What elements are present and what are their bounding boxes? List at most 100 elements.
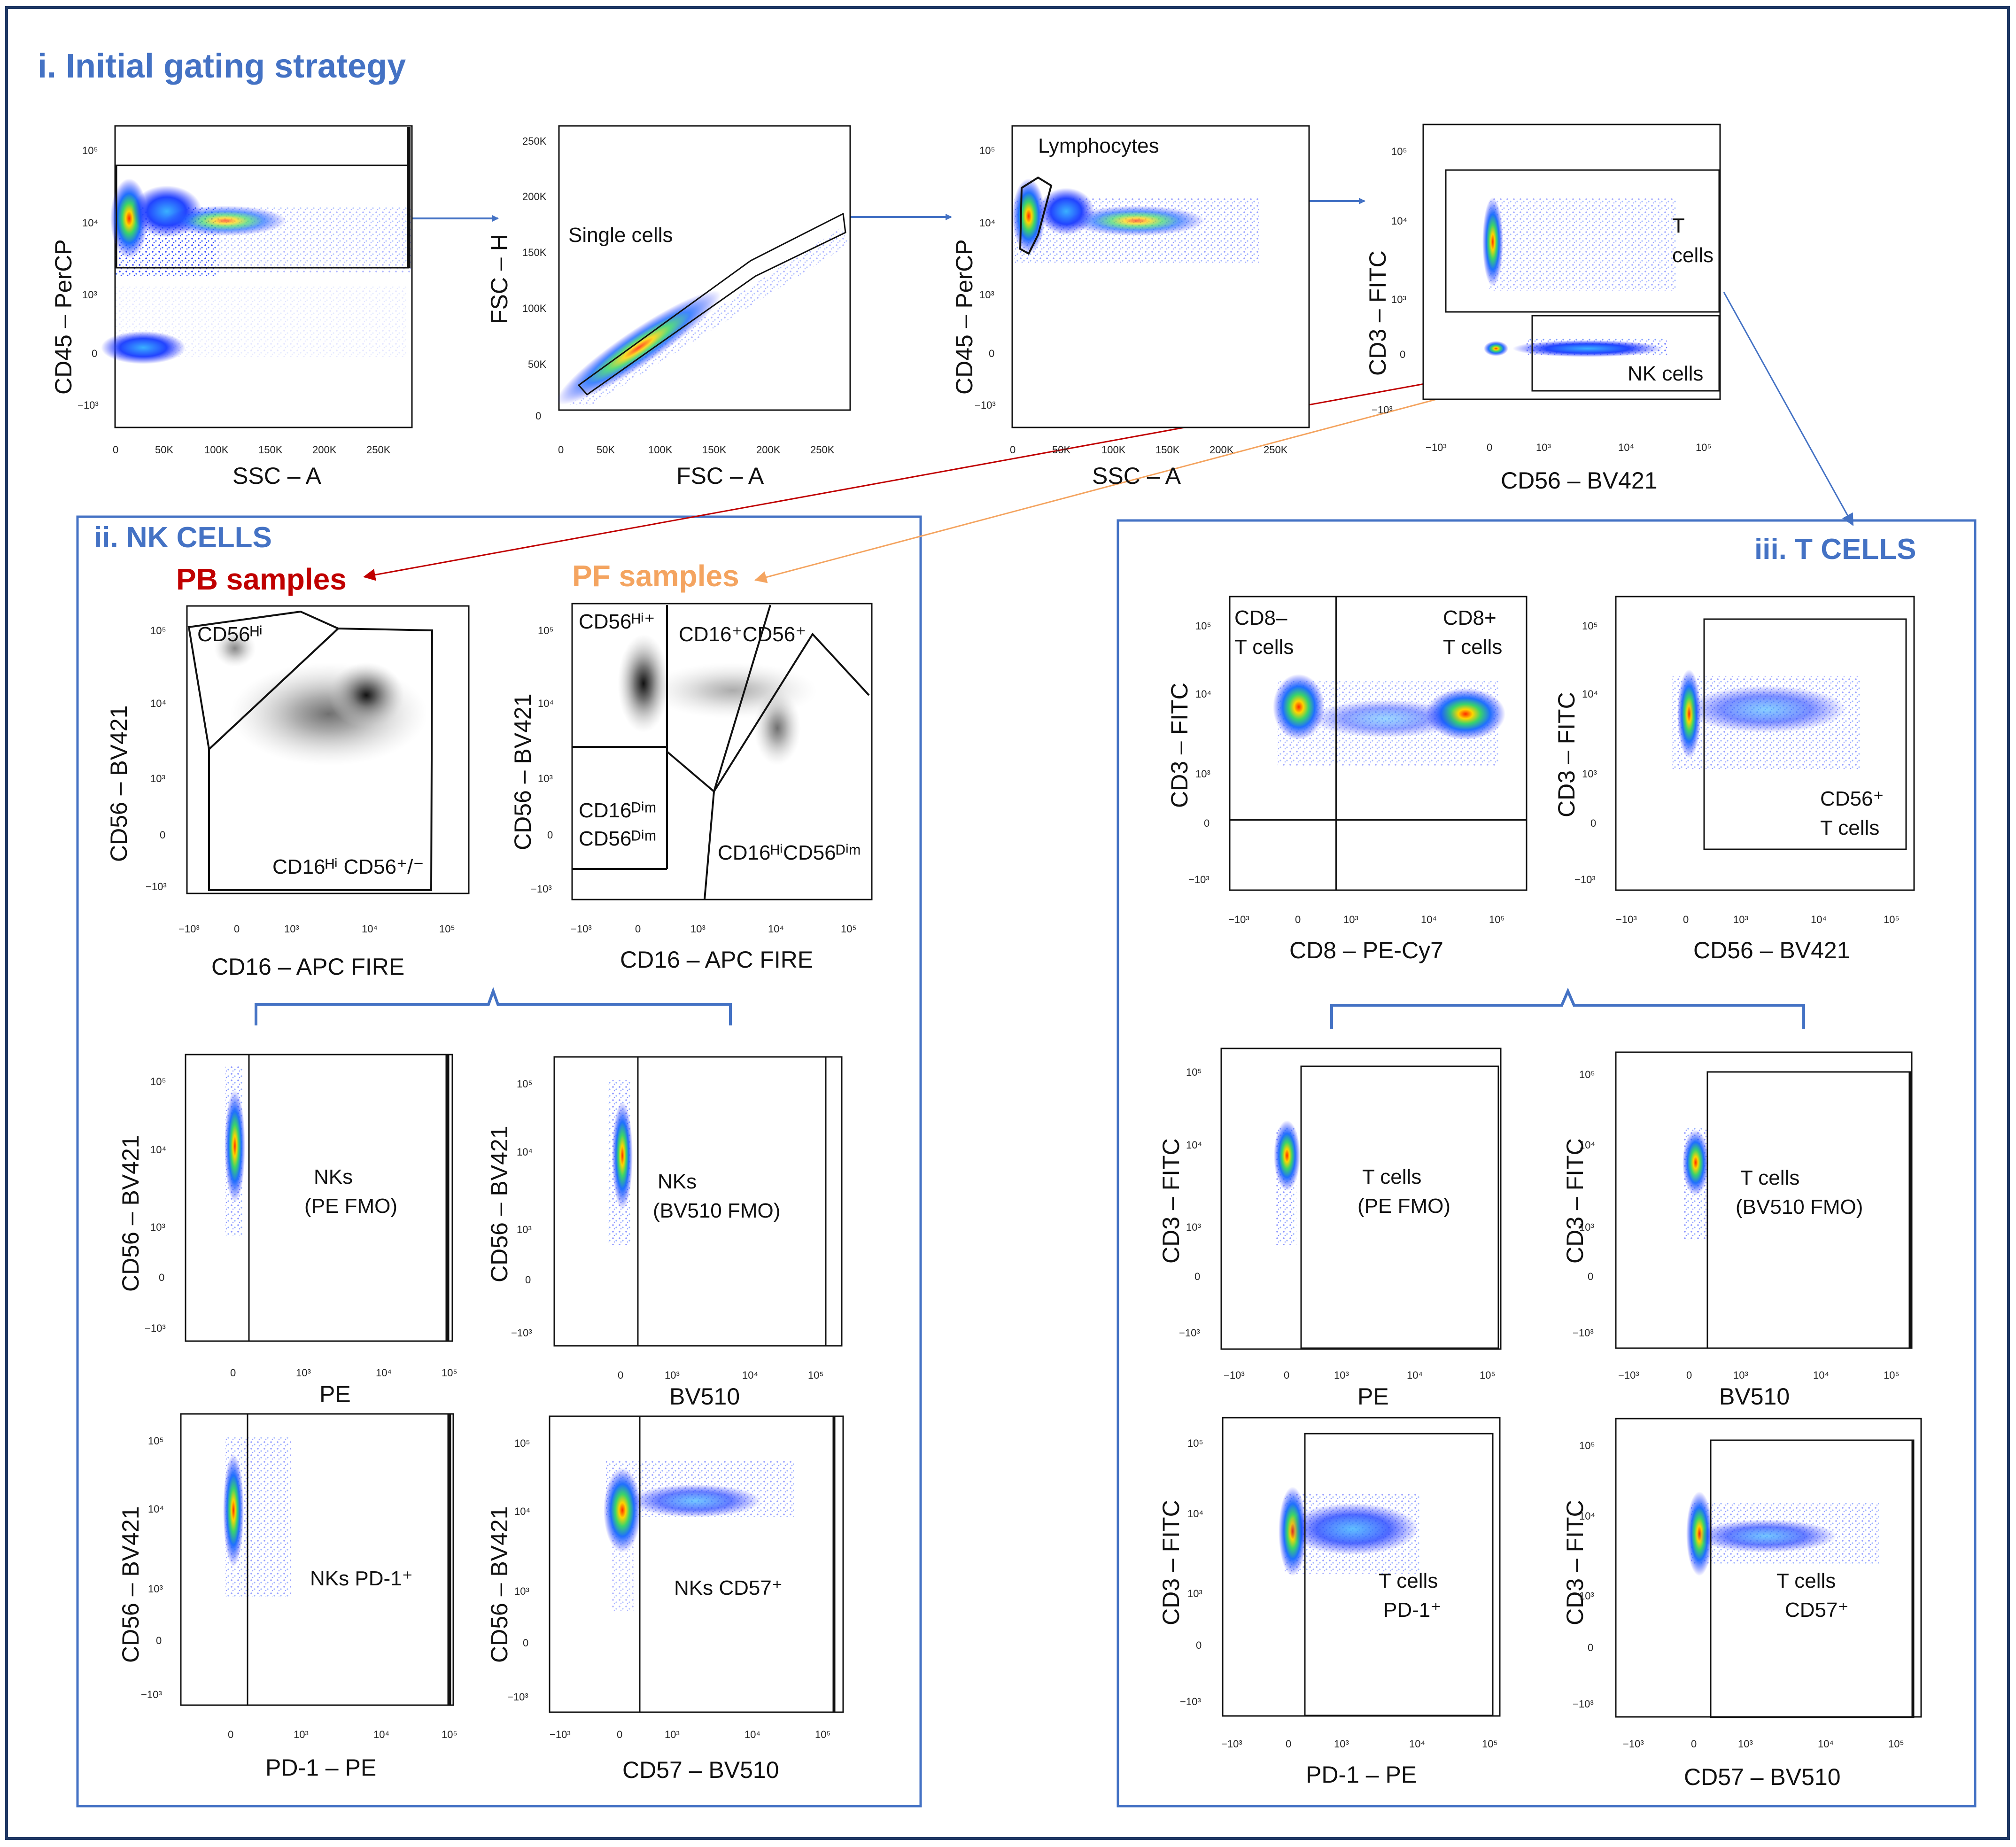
svg-text:100K: 100K [522,303,547,314]
svg-text:10⁴: 10⁴ [538,698,554,709]
nk-pe-label-1: NKs [314,1165,353,1188]
nk-pe-label-2: (PE FMO) [304,1195,397,1218]
svg-text:10⁵: 10⁵ [1579,1440,1595,1451]
nk-cd57-x-label: CD57 – BV510 [622,1757,779,1783]
svg-text:100K: 100K [648,444,673,456]
svg-text:−10³: −10³ [78,399,99,411]
svg-text:10⁵: 10⁵ [442,1729,457,1740]
t-brace [1330,987,1805,1029]
svg-text:0: 0 [1194,1271,1200,1282]
svg-text:10⁴: 10⁴ [1391,215,1407,227]
svg-text:10³: 10³ [1186,1221,1201,1233]
t-pd1-y-label: CD3 – FITC [1158,1500,1184,1625]
cd45-ssc-x-label: SSC – A [233,463,322,489]
svg-text:250K: 250K [366,444,391,456]
t-cd8-x-label: CD8 – PE-Cy7 [1289,937,1443,963]
svg-text:200K: 200K [312,444,337,456]
pf-samples-label: PF samples [572,559,739,593]
svg-text:10³: 10³ [1579,1221,1594,1233]
svg-text:10³: 10³ [514,1585,529,1597]
cd56hi-pf-label: CD56ᴴⁱ⁺ [579,610,655,633]
svg-text:0: 0 [1588,1271,1593,1282]
lymphocytes-y-label: CD45 – PerCP [951,239,977,395]
svg-text:0: 0 [525,1274,531,1286]
svg-text:10⁴: 10⁴ [979,217,995,229]
svg-text:−10³: −10³ [145,1322,166,1334]
svg-text:200K: 200K [1210,444,1234,456]
nk-pe-fmo-panel: NKs (PE FMO) 10⁵ 10⁴ 10³ 0 −10³ 0 10³ 10⁴ 10⁵ P… [117,1054,457,1407]
svg-text:10³: 10³ [517,1224,532,1235]
svg-text:0: 0 [1286,1738,1291,1750]
svg-text:10⁴: 10⁴ [517,1146,533,1158]
svg-text:−10³: −10³ [531,883,552,895]
t-bv510-label-2: (BV510 FMO) [1736,1195,1863,1218]
svg-text:−10³: −10³ [1426,442,1447,453]
svg-text:10⁴: 10⁴ [768,923,784,935]
svg-text:10⁵: 10⁵ [1489,914,1505,925]
svg-text:0: 0 [1010,444,1016,456]
svg-text:250K: 250K [1264,444,1288,456]
cd16hi-cd56dim-label: CD16ᴴⁱCD56ᴰⁱᵐ [718,841,861,864]
svg-text:−10³: −10³ [1224,1369,1245,1381]
t-cd57-label-2: CD57⁺ [1785,1599,1849,1622]
svg-text:10⁵: 10⁵ [1888,1738,1904,1750]
svg-text:10⁵: 10⁵ [1480,1369,1496,1381]
svg-text:10⁴: 10⁴ [514,1506,530,1517]
svg-text:10⁴: 10⁴ [742,1369,758,1381]
nk-bv510-label-1: NKs [658,1170,697,1193]
svg-text:10⁵: 10⁵ [538,625,554,636]
cd16dim-label: CD16ᴰⁱᵐ [579,799,656,822]
svg-text:10³: 10³ [538,773,553,784]
pb-samples-label: PB samples [176,562,347,596]
lymphocytes-label: Lymphocytes [1038,134,1159,157]
nk-pb-y-label: CD56 – BV421 [106,705,132,862]
svg-text:0: 0 [1204,817,1210,829]
svg-text:0: 0 [1686,1369,1692,1381]
svg-text:0: 0 [558,444,564,456]
t-cd57-x-label: CD57 – BV510 [1684,1764,1841,1790]
svg-text:10⁵: 10⁵ [1579,1069,1595,1080]
cd56hi-label: CD56ᴴⁱ [197,623,263,646]
svg-text:10⁵: 10⁵ [82,145,98,156]
t-pd1-x-label: PD-1 – PE [1306,1762,1417,1788]
t-section-title: iii. T CELLS [1754,533,1916,566]
t-nk-y-label: CD3 – FITC [1365,250,1391,376]
svg-text:10⁵: 10⁵ [1482,1738,1498,1750]
svg-text:10⁵: 10⁵ [150,625,166,636]
svg-text:10⁴: 10⁴ [1579,1510,1595,1522]
svg-text:10⁵: 10⁵ [1582,620,1598,632]
svg-text:−10³: −10³ [1618,1369,1639,1381]
outer-frame [5,6,2010,1840]
svg-text:0: 0 [618,1369,623,1381]
svg-text:10³: 10³ [1334,1738,1349,1750]
nk-section-title: ii. NK CELLS [94,521,272,554]
svg-text:10⁵: 10⁵ [841,923,857,935]
svg-text:−10³: −10³ [1228,914,1249,925]
svg-text:0: 0 [228,1729,233,1740]
nk-bv510-fmo-panel: NKs (BV510 FMO) 10⁵ 10⁴ 10³ 0 −10³ 0 10³ 10⁴ 10… [486,1056,843,1410]
t-cd8-y-label: CD3 – FITC [1166,683,1193,808]
svg-text:10⁵: 10⁵ [1186,1066,1202,1078]
nk-bv510-label-2: (BV510 FMO) [653,1199,780,1222]
svg-text:10⁴: 10⁴ [1186,1139,1202,1151]
t-cells-label-1: T [1672,214,1685,237]
svg-text:10⁴: 10⁴ [373,1729,389,1740]
svg-text:10⁵: 10⁵ [1696,442,1712,453]
cd8-neg-t-label: T cells [1234,636,1294,659]
svg-text:10³: 10³ [148,1583,163,1595]
svg-text:−10³: −10³ [1221,1738,1242,1750]
cd8-pos-label: CD8+ [1443,606,1496,629]
t-pe-fmo-panel: T cells (PE FMO) 10⁵ 10⁴ 10³ 0 −10³ −10³ 0 10³… [1158,1048,1502,1410]
svg-text:10⁵: 10⁵ [979,145,995,156]
svg-text:50K: 50K [528,358,546,370]
svg-text:10⁴: 10⁴ [1813,1369,1829,1381]
t-pe-label-2: (PE FMO) [1357,1195,1450,1218]
svg-text:0: 0 [1487,442,1492,453]
svg-text:0: 0 [547,829,553,841]
svg-text:0: 0 [113,444,118,456]
svg-text:10⁴: 10⁴ [1818,1738,1834,1750]
svg-text:0: 0 [230,1367,236,1379]
t-pd1-label-2: PD-1⁺ [1383,1599,1441,1622]
svg-text:0: 0 [159,1272,164,1283]
nk-pb-x-label: CD16 – APC FIRE [211,954,404,980]
